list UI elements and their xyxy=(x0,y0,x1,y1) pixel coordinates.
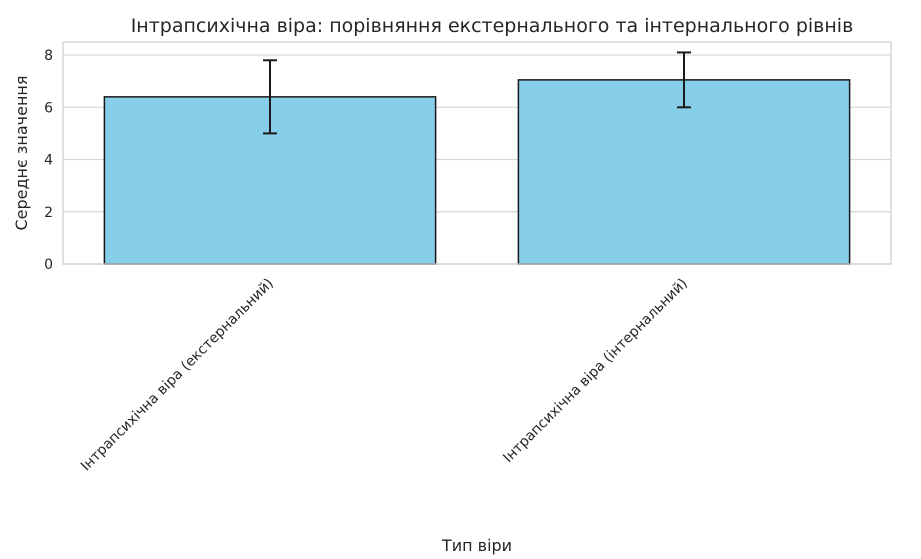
x-ticks: Інтрапсихічна віра (екстернальний) Інтрап… xyxy=(78,276,691,475)
y-tick-label-4: 8 xyxy=(44,48,53,64)
y-tick-label-2: 4 xyxy=(44,153,53,169)
plot-frame xyxy=(62,41,892,265)
y-tick-label-1: 2 xyxy=(44,205,53,221)
error-bars xyxy=(263,51,691,135)
y-axis-label: Середнє значення xyxy=(12,75,31,230)
error-bar-0 xyxy=(263,59,277,135)
y-tick-label-3: 6 xyxy=(44,100,53,116)
bar-1 xyxy=(517,79,851,265)
chart-title: Інтрапсихічна віра: порівняння екстернал… xyxy=(131,15,854,37)
x-tick-label-0: Інтрапсихічна віра (екстернальний) xyxy=(78,276,277,475)
x-axis-label: Тип віри xyxy=(441,536,512,555)
error-bar-1 xyxy=(677,51,691,109)
x-tick-label-1: Інтрапсихічна віра (інтернальний) xyxy=(500,276,691,467)
y-ticks: 0 2 4 6 8 xyxy=(44,48,53,273)
y-tick-label-0: 0 xyxy=(44,257,53,273)
